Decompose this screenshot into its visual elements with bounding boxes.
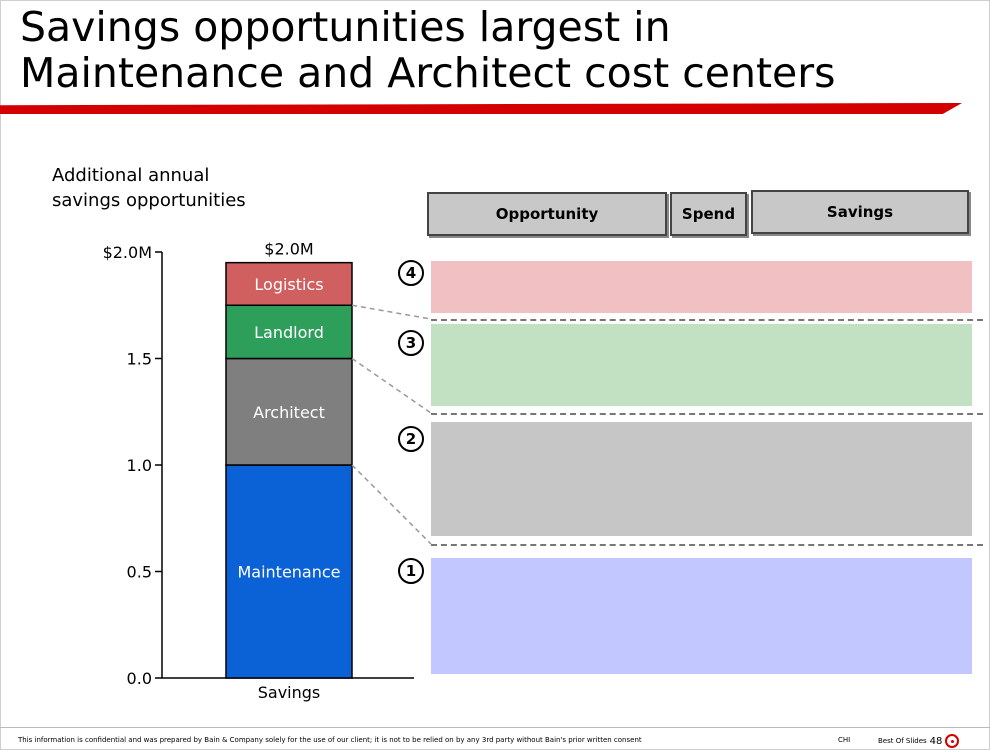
panel-divider	[431, 319, 983, 321]
footer-confidential-note: This information is confidential and was…	[18, 736, 642, 744]
page-number: 48	[929, 735, 943, 747]
slide-title: Savings opportunities largest in Mainten…	[20, 4, 970, 96]
bar-label-maintenance: Maintenance	[237, 563, 340, 582]
bar-segment-architect	[225, 357, 353, 466]
y-tick-label: $2.0M	[103, 243, 152, 262]
connector-line	[351, 464, 432, 545]
footer-slide-label: Best Of Slides	[878, 737, 927, 745]
panel-2	[431, 422, 972, 536]
bar-label-architect: Architect	[253, 403, 325, 422]
title-line-2: Maintenance and Architect cost centers	[20, 49, 836, 97]
bar-total-label: $2.0M	[264, 240, 313, 259]
y-tick-label: 0.5	[127, 563, 152, 582]
bar-segment-logistics	[225, 261, 353, 306]
bar-label-landlord: Landlord	[254, 323, 324, 342]
panel-number-4: 4	[398, 260, 424, 286]
panel-number-2: 2	[398, 426, 424, 452]
title-line-1: Savings opportunities largest in	[20, 3, 671, 51]
savings-chart: 0.0 0.5 1.0 1.5 $2.0M Maintenance Architect La…	[103, 240, 432, 702]
panel-1	[431, 558, 972, 674]
header-savings: Savings	[751, 190, 969, 234]
footer-slide-info: Best Of Slides 48	[878, 734, 960, 748]
panel-number-3: 3	[398, 330, 424, 356]
header-opportunity: Opportunity	[427, 192, 667, 236]
title-underline	[0, 103, 962, 114]
header-spend: Spend	[670, 192, 747, 236]
panel-divider	[431, 544, 983, 546]
bar-label-logistics: Logistics	[254, 275, 323, 294]
footer-rule	[0, 727, 990, 728]
bar-segment-maintenance	[225, 464, 353, 679]
x-category-label: Savings	[258, 683, 321, 702]
panel-4	[431, 261, 972, 313]
y-tick-label: 1.5	[127, 350, 152, 369]
ylabel-line-1: Additional annual	[52, 165, 210, 186]
ylabel-line-2: savings opportunities	[52, 190, 246, 211]
connector-line	[351, 357, 432, 414]
chart-ylabel: Additional annual savings opportunities	[52, 163, 246, 213]
panel-number-1: 1	[398, 558, 424, 584]
connector-line	[351, 304, 432, 320]
y-tick-label: 1.0	[127, 456, 152, 475]
y-tick-label: 0.0	[127, 669, 152, 688]
bain-logo-icon	[945, 734, 960, 748]
panel-divider	[431, 413, 983, 415]
bar-segment-landlord	[225, 304, 353, 360]
footer-office-code: CHI	[838, 736, 851, 744]
panel-3	[431, 324, 972, 406]
